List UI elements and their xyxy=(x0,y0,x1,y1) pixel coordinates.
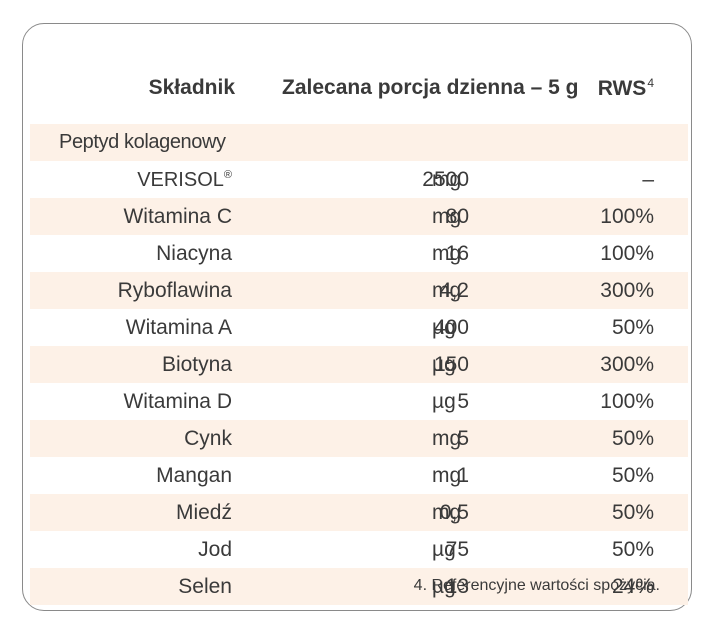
row-amount: 16 xyxy=(445,242,469,265)
header-ingredient: Składnik xyxy=(148,76,235,99)
row-name: Witamina C xyxy=(123,205,232,228)
row-amount: 2500 xyxy=(422,168,469,191)
table-row: Mangan 1 mg 50% xyxy=(30,457,688,494)
row-name: VERISOL® xyxy=(137,168,232,192)
row-amount: 13 xyxy=(445,575,469,598)
header-portion: Zalecana porcja dzienna – 5 g xyxy=(282,76,579,99)
row-amount: 5 xyxy=(457,390,469,413)
row-unit: mg xyxy=(432,464,462,487)
footnote: 4. Referencyjne wartości spożycia. xyxy=(413,577,660,594)
row-rws: 100% xyxy=(600,390,654,413)
verisol-name: VERISOL xyxy=(137,169,224,191)
table-row: Witamina A 400 µg 50% xyxy=(30,309,688,346)
row-rws: 100% xyxy=(600,242,654,265)
row-name: Biotyna xyxy=(161,353,232,376)
row-unit: µg xyxy=(432,316,456,339)
row-amount: 75 xyxy=(445,538,469,561)
row-amount: 0,5 xyxy=(439,501,469,524)
header-rws-label: RWS xyxy=(597,77,647,100)
row-name: Witamina D xyxy=(123,390,232,413)
row-unit: mg xyxy=(432,279,462,302)
row-rws: 50% xyxy=(611,501,654,524)
row-amount: 150 xyxy=(433,353,469,376)
table-header: Składnik Zalecana porcja dzienna – 5 g R… xyxy=(23,72,691,112)
row-name: Selen xyxy=(178,575,232,598)
nutrition-table-card: Składnik Zalecana porcja dzienna – 5 g R… xyxy=(22,23,692,611)
table-body: Peptyd kolagenowy VERISOL® 2500 mg – Wit… xyxy=(30,87,688,605)
table-row: Witamina D 5 µg 100% xyxy=(30,383,688,420)
row-rws: 100% xyxy=(600,205,654,228)
row-rws: 50% xyxy=(611,316,654,339)
row-name: Jod xyxy=(198,538,232,561)
table-row: Cynk 5 mg 50% xyxy=(30,420,688,457)
table-row: Biotyna 150 µg 300% xyxy=(30,346,688,383)
table-row: Niacyna 16 mg 100% xyxy=(30,235,688,272)
table-row: Ryboflawina 4,2 mg 300% xyxy=(30,272,688,309)
row-unit: µg xyxy=(432,575,456,598)
row-rws: 50% xyxy=(611,538,654,561)
table-row: Miedź 0,5 mg 50% xyxy=(30,494,688,531)
row-unit: mg xyxy=(432,205,462,228)
row-amount: 80 xyxy=(445,205,469,228)
row-rws: 300% xyxy=(600,353,654,376)
header-rws-footnote-mark: 4 xyxy=(647,76,654,90)
table-row-group: Peptyd kolagenowy xyxy=(30,124,688,161)
row-rws: 50% xyxy=(611,427,654,450)
row-unit: µg xyxy=(432,538,456,561)
registered-mark: ® xyxy=(223,169,232,181)
row-rws: 300% xyxy=(600,279,654,302)
row-name: Ryboflawina xyxy=(117,279,232,302)
row-name: Niacyna xyxy=(156,242,232,265)
table-row: Jod 75 µg 50% xyxy=(30,531,688,568)
row-rws: 24% xyxy=(611,575,654,598)
row-unit: µg xyxy=(432,390,456,413)
row-unit: mg xyxy=(432,242,462,265)
table-row: Selen 13 µg 24% xyxy=(30,568,688,605)
row-rws: – xyxy=(642,168,654,191)
header-rws: RWS4 xyxy=(598,76,654,101)
table-row: Witamina C 80 mg 100% xyxy=(30,198,688,235)
row-amount: 400 xyxy=(433,316,469,339)
row-unit: mg xyxy=(432,501,462,524)
row-name: Miedź xyxy=(175,501,232,524)
row-unit: mg xyxy=(432,427,462,450)
row-name: Mangan xyxy=(156,464,232,487)
row-amount: 1 xyxy=(457,464,469,487)
group-label: Peptyd kolagenowy xyxy=(59,131,226,153)
row-amount: 4,2 xyxy=(439,279,469,302)
row-amount: 5 xyxy=(457,427,469,450)
row-unit: µg xyxy=(432,353,456,376)
row-unit: mg xyxy=(432,168,462,191)
table-row-verisol: VERISOL® 2500 mg – xyxy=(30,161,688,198)
row-name: Witamina A xyxy=(125,316,232,339)
row-name: Cynk xyxy=(184,427,232,450)
row-rws: 50% xyxy=(611,464,654,487)
